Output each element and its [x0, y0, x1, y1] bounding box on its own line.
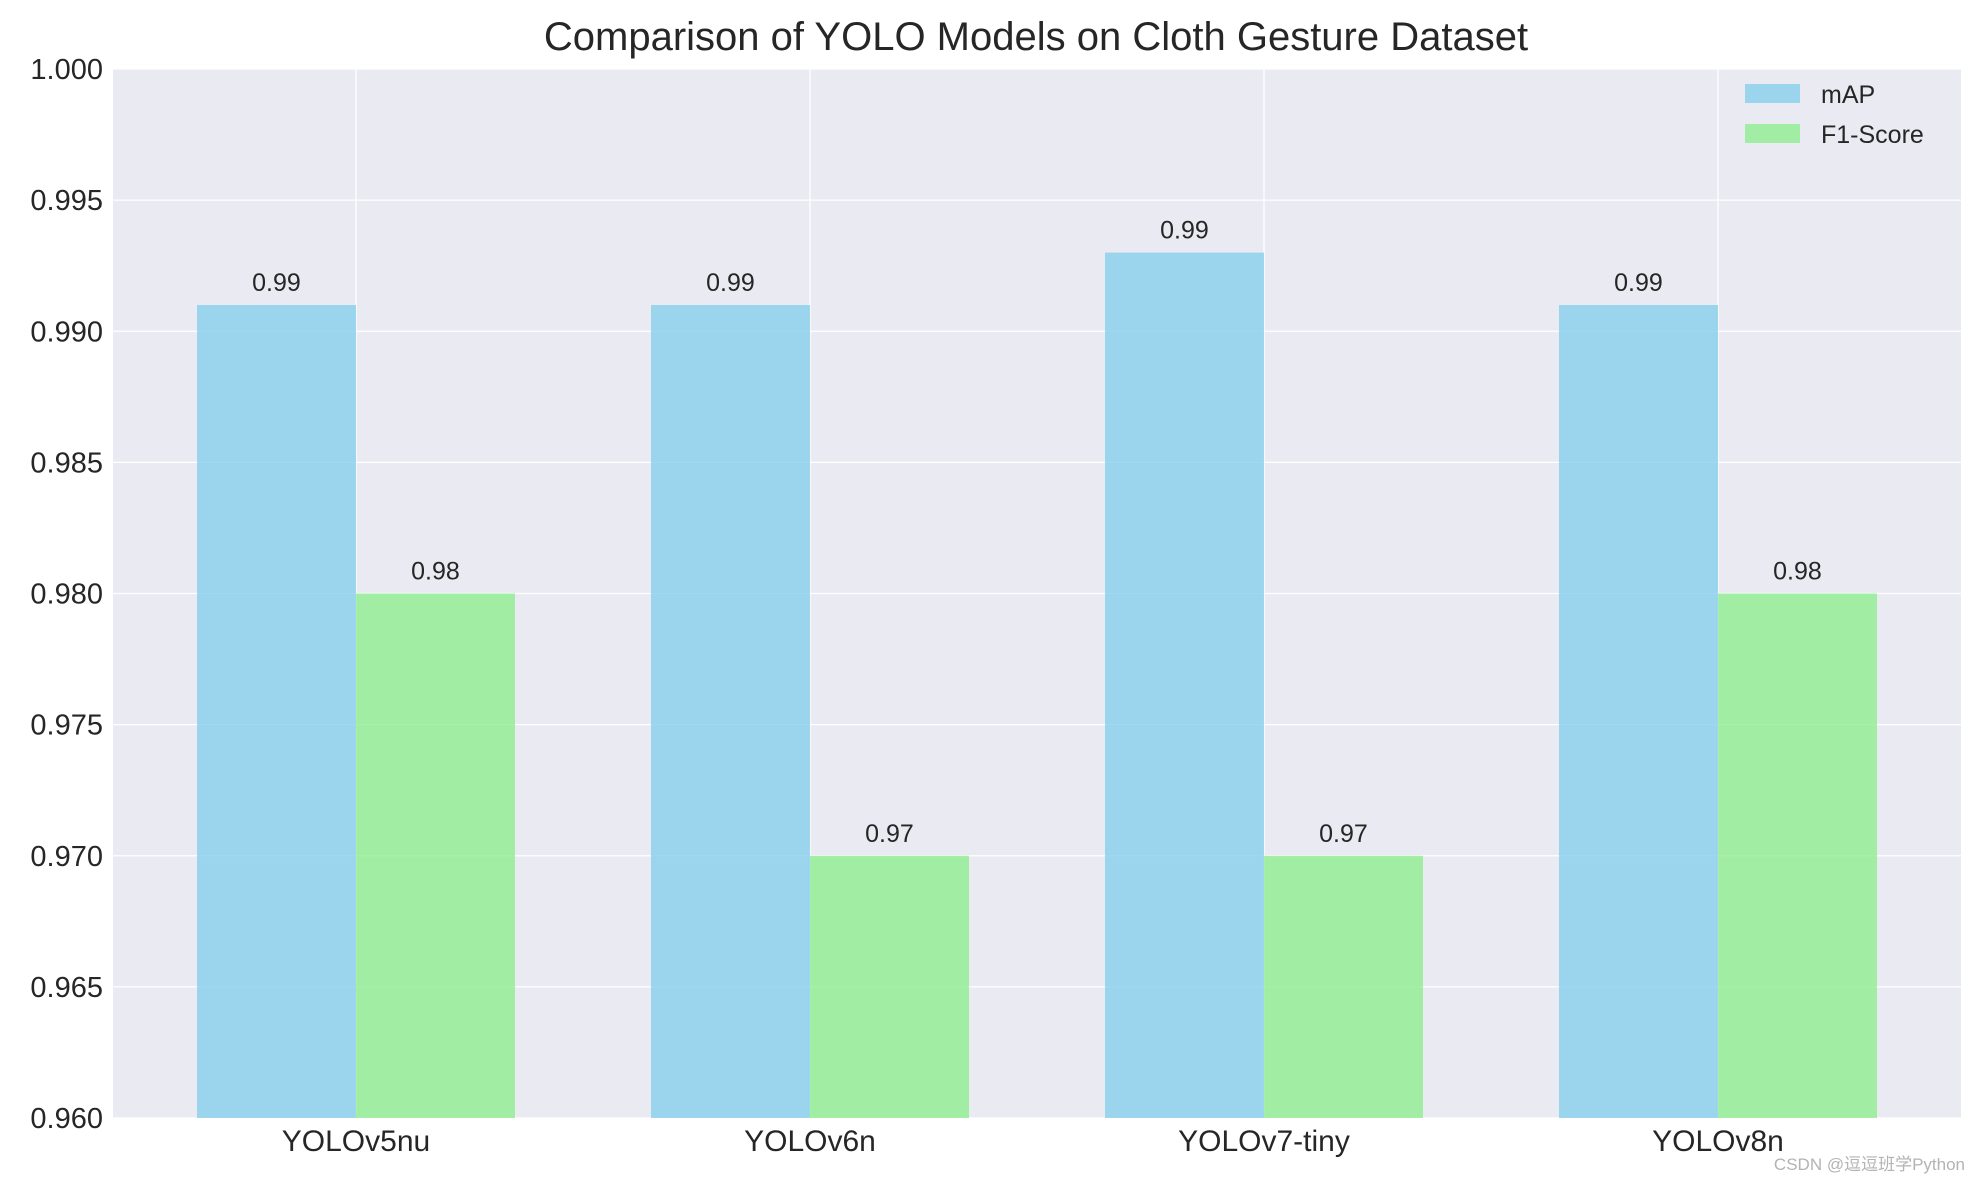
y-tick-label: 0.980 [30, 579, 103, 611]
legend-swatch [1745, 84, 1800, 103]
legend: mAP F1-Score [1745, 81, 1924, 149]
legend-label: F1-Score [1821, 121, 1924, 149]
y-tick-label: 0.970 [30, 841, 103, 873]
data-label: 0.99 [706, 269, 755, 297]
data-label: 0.98 [411, 558, 460, 586]
chart-title: Comparison of YOLO Models on Cloth Gestu… [544, 15, 1528, 59]
bar-f1-score [810, 855, 969, 1118]
x-tick-label: YOLOv5nu [282, 1125, 430, 1158]
y-tick-label: 0.975 [30, 710, 103, 742]
watermark: CSDN @逗逗班学Python [1774, 1155, 1965, 1174]
data-label: 0.99 [1160, 217, 1209, 245]
bar-map [1105, 252, 1264, 1118]
legend-label: mAP [1821, 81, 1875, 109]
bar-f1-score [356, 593, 515, 1118]
y-tick-label: 0.990 [30, 316, 103, 348]
y-tick-label: 0.960 [30, 1103, 103, 1135]
data-label: 0.99 [1614, 269, 1663, 297]
bar-f1-score [1264, 855, 1423, 1118]
legend-swatch [1745, 124, 1800, 143]
axes: 0.960 0.965 0.970 0.975 0.980 0.985 0.990 0.995… [30, 54, 1783, 1158]
bar-map [1559, 305, 1718, 1118]
bars [197, 252, 1877, 1118]
bar-map [197, 305, 356, 1118]
y-tick-label: 1.000 [30, 54, 103, 86]
data-labels: 0.99 0.98 0.99 0.97 0.99 0.97 0.99 0.98 [252, 217, 1822, 848]
y-tick-label: 0.995 [30, 185, 103, 217]
data-label: 0.98 [1773, 558, 1822, 586]
data-label: 0.97 [865, 820, 914, 848]
data-label: 0.99 [252, 269, 301, 297]
x-tick-label: YOLOv8n [1652, 1125, 1784, 1158]
x-tick-label: YOLOv6n [744, 1125, 876, 1158]
x-tick-label: YOLOv7-tiny [1178, 1125, 1350, 1158]
y-tick-label: 0.985 [30, 447, 103, 479]
bar-f1-score [1718, 593, 1877, 1118]
data-label: 0.97 [1319, 820, 1368, 848]
y-tick-label: 0.965 [30, 972, 103, 1004]
bar-map [651, 305, 810, 1118]
